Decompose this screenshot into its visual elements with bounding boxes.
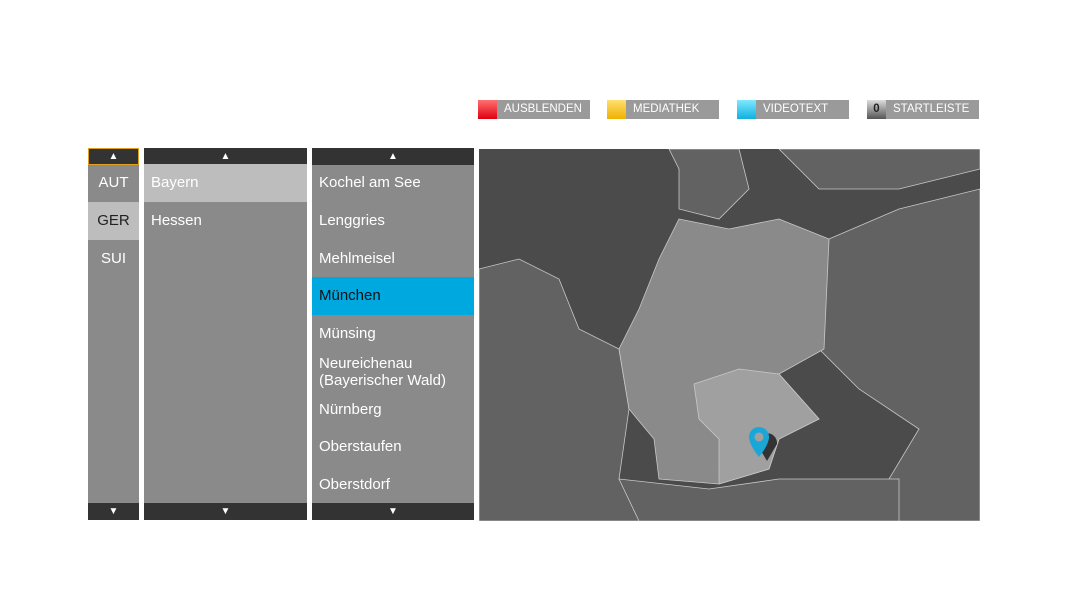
city-item[interactable]: München — [312, 277, 474, 315]
region-list: ▲ Bayern Hessen ▼ — [144, 148, 307, 520]
country-item[interactable]: AUT — [98, 174, 129, 191]
city-item[interactable]: Nürnberg — [319, 401, 382, 418]
region-item[interactable]: Hessen — [151, 212, 202, 229]
blue-key-icon — [737, 100, 756, 119]
city-item[interactable]: Mehlmeisel — [319, 250, 395, 267]
videotext-button[interactable]: VIDEOTEXT — [737, 100, 849, 119]
city-list: ▲ Kochel am See Lenggries Mehlmeisel Mün… — [312, 148, 474, 520]
city-item[interactable]: Neureichenau (Bayerischer Wald) — [319, 355, 446, 389]
mediathek-button[interactable]: MEDIATHEK — [607, 100, 719, 119]
city-item[interactable]: Münsing — [319, 325, 376, 342]
red-key-icon — [478, 100, 497, 119]
hide-button[interactable]: AUSBLENDEN — [478, 100, 590, 119]
region-item[interactable]: Bayern — [144, 164, 307, 202]
map-svg — [479, 149, 980, 521]
zero-key-icon: 0 — [867, 100, 886, 119]
region-map[interactable] — [479, 149, 980, 521]
scroll-up-arrow-icon[interactable]: ▲ — [144, 148, 307, 165]
startleiste-button[interactable]: 0 STARTLEISTE — [867, 100, 979, 119]
city-item[interactable]: Lenggries — [319, 212, 385, 229]
map-pin-icon — [749, 427, 778, 461]
scroll-up-arrow-icon[interactable]: ▲ — [88, 148, 139, 165]
country-item[interactable]: SUI — [100, 250, 126, 267]
yellow-key-icon — [607, 100, 626, 119]
land-east — [818, 188, 980, 521]
city-item[interactable]: Oberstaufen — [319, 438, 402, 455]
land-scandinavia — [778, 149, 980, 190]
scroll-down-arrow-icon[interactable]: ▼ — [144, 503, 307, 520]
scroll-up-arrow-icon[interactable]: ▲ — [312, 148, 474, 165]
bayern-region — [693, 368, 820, 485]
scroll-down-arrow-icon[interactable]: ▼ — [312, 503, 474, 520]
country-list: ▲ AUT GER SUI ▼ — [88, 148, 139, 520]
land-south — [618, 478, 900, 521]
scroll-down-arrow-icon[interactable]: ▼ — [88, 503, 139, 520]
city-item[interactable]: Oberstdorf — [319, 476, 390, 493]
city-item[interactable]: Kochel am See — [319, 174, 421, 191]
land-north — [668, 149, 750, 220]
country-item[interactable]: GER — [88, 202, 139, 240]
